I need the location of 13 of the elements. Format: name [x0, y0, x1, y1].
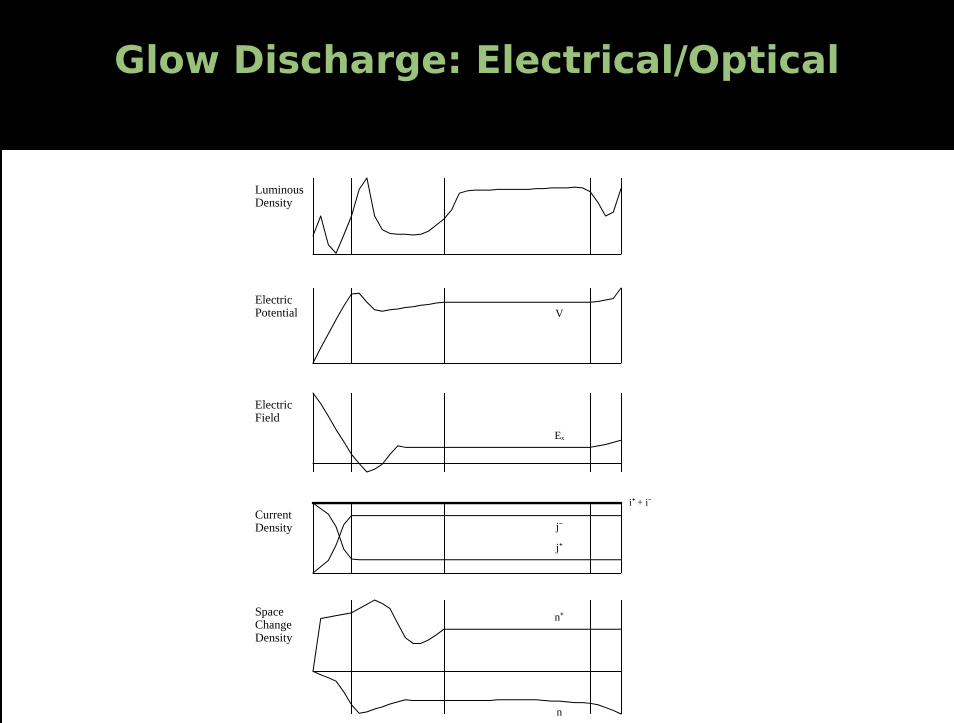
series-label: i⁺ + i⁻	[629, 498, 652, 508]
y-axis-title: Space Change Density	[255, 604, 295, 644]
y-axis-title: Luminous Density	[255, 182, 307, 210]
series-label: j⁺	[554, 542, 563, 554]
series-label: n	[556, 706, 563, 719]
y-axis-title: Electric Field	[255, 398, 296, 424]
y-axis-title: Electric Potential	[255, 292, 298, 320]
series-label: Eₓ	[554, 430, 566, 442]
series-label: j⁻	[554, 521, 563, 534]
y-axis-title: Current Density	[255, 508, 295, 534]
series-label: V	[555, 308, 564, 320]
chart-title: Glow Discharge: Electrical/Optical	[113, 38, 841, 82]
series-label: n⁺	[554, 612, 564, 624]
